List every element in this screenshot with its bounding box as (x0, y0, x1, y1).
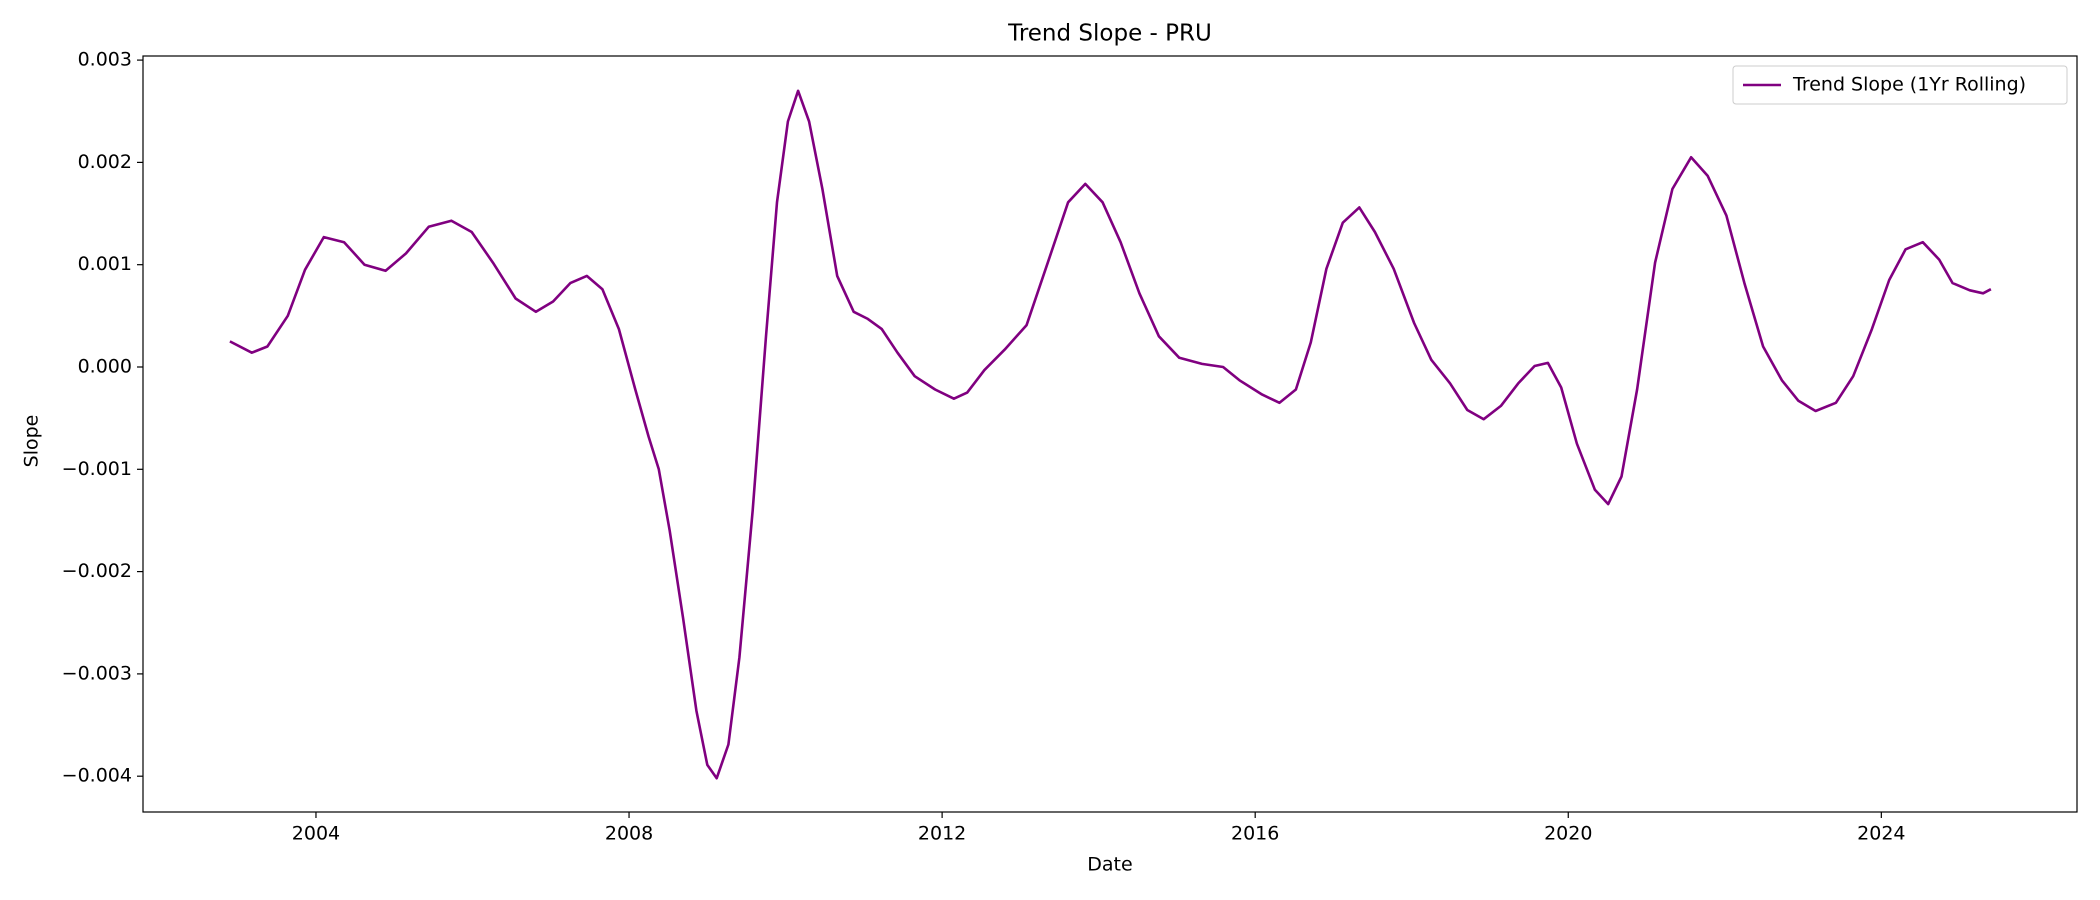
series-line (229, 89, 1992, 780)
chart-title: Trend Slope - PRU (1007, 21, 1212, 47)
x-tick-label: 2012 (918, 823, 966, 845)
y-tick-label: 0.002 (78, 151, 132, 173)
legend-box (1732, 65, 2068, 105)
x-tick-label: 2004 (292, 823, 340, 845)
x-tick-label: 2008 (605, 823, 653, 845)
x-axis-label: Date (1087, 854, 1132, 876)
plot-frame (142, 55, 2078, 813)
y-tick-label: −0.004 (62, 765, 132, 787)
x-tick-label: 2020 (1544, 823, 1592, 845)
y-tick-label: 0.000 (78, 355, 132, 377)
y-tick-label: −0.001 (62, 458, 132, 480)
y-tick-label: 0.003 (78, 49, 132, 71)
y-axis-label: Slope (21, 415, 43, 468)
y-tick-label: −0.002 (62, 560, 132, 582)
x-tick-label: 2016 (1231, 823, 1279, 845)
y-tick-label: −0.003 (62, 662, 132, 684)
legend-label: Trend Slope (1Yr Rolling) (1792, 74, 2026, 96)
x-tick-label: 2024 (1857, 823, 1905, 845)
y-tick-label: 0.001 (78, 253, 132, 275)
